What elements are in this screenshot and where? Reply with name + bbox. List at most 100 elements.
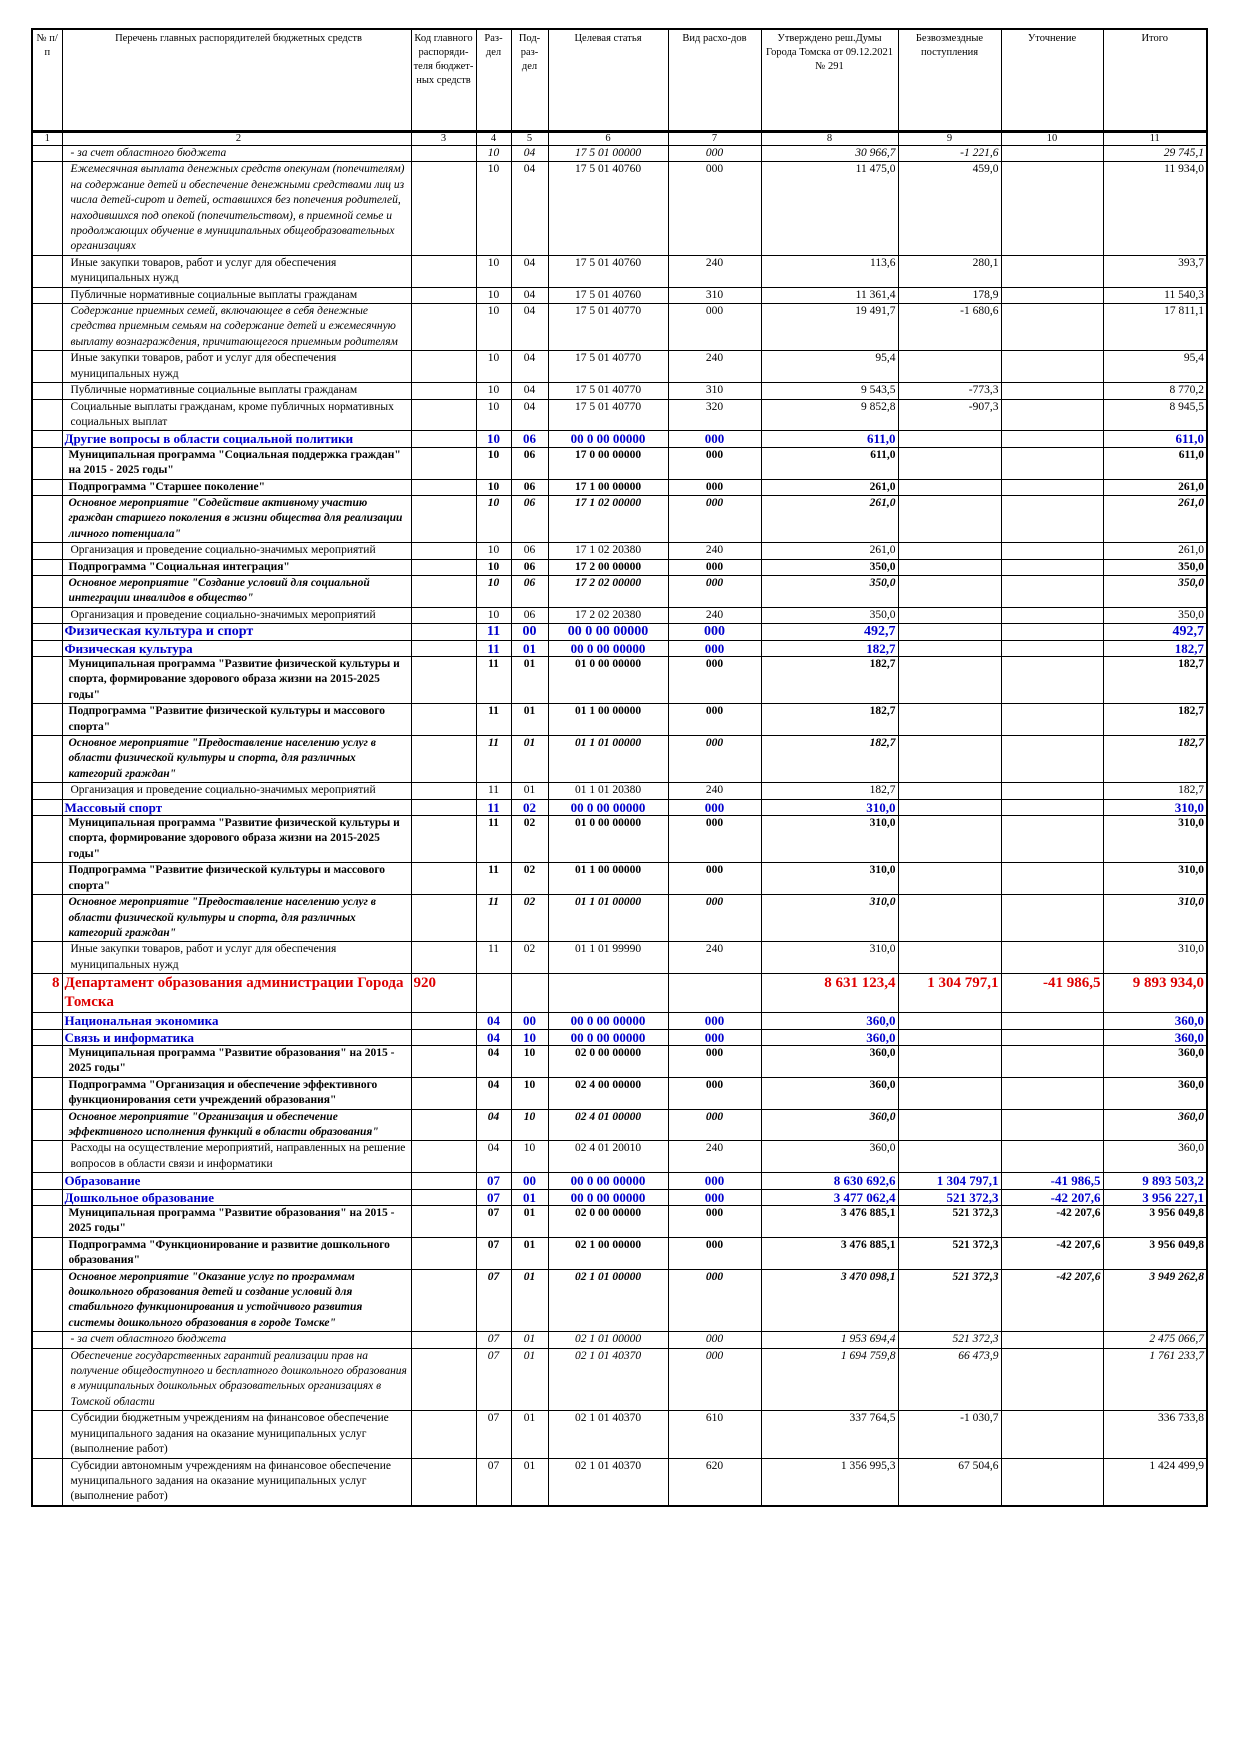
table-cell: 000 <box>667 623 762 641</box>
table-cell: 02 4 01 00000 <box>547 1108 669 1141</box>
table-cell <box>31 894 63 942</box>
table-cell: 000 <box>667 430 762 448</box>
table-row: Иные закупки товаров, работ и услуг для … <box>31 941 1208 974</box>
table-cell: 04 <box>475 1044 512 1078</box>
table-cell <box>31 558 63 576</box>
table-cell <box>1000 382 1104 399</box>
table-cell <box>410 144 477 162</box>
table-cell: 07 <box>475 1347 512 1411</box>
table-cell <box>410 430 477 448</box>
table-cell: 350,0 <box>1102 558 1208 576</box>
table-cell: 06 <box>510 542 549 560</box>
table-cell <box>1000 703 1104 736</box>
table-cell: 113,6 <box>760 254 899 288</box>
table-cell: 4 <box>475 130 512 146</box>
table-cell <box>410 1331 477 1349</box>
table-cell: Подпрограмма "Организация и обеспечение … <box>61 1076 412 1110</box>
table-row: Подпрограмма "Организация и обеспечение … <box>31 1076 1208 1110</box>
table-cell: 9 893 934,0 <box>1102 973 1208 1013</box>
table-cell: 11 <box>475 735 512 783</box>
table-cell <box>410 478 477 496</box>
table-cell: 10 <box>475 161 512 256</box>
table-cell: 310,0 <box>760 894 899 942</box>
table-cell <box>31 1140 63 1173</box>
table-cell: 1 424 499,9 <box>1102 1457 1208 1506</box>
table-cell: 000 <box>667 144 762 162</box>
table-cell: 521 372,3 <box>897 1188 1002 1206</box>
table-cell: Муниципальная программа "Социальная подд… <box>61 446 412 480</box>
table-cell <box>1000 782 1104 800</box>
table-cell: 10 <box>475 606 512 624</box>
table-row: Основное мероприятие "Предоставление нас… <box>31 894 1208 942</box>
table-cell: 01 <box>510 655 549 704</box>
table-cell: 01 1 01 20380 <box>547 782 669 800</box>
table-cell <box>31 1044 63 1078</box>
table-cell <box>31 703 63 736</box>
table-cell <box>410 350 477 383</box>
table-cell <box>31 782 63 800</box>
table-cell: 01 1 01 00000 <box>547 894 669 942</box>
table-cell <box>410 894 477 942</box>
table-row: Субсидии бюджетным учреждениям на финанс… <box>31 1410 1208 1458</box>
table-cell: 17 1 02 00000 <box>547 494 669 543</box>
table-cell: 00 0 00 00000 <box>547 430 669 448</box>
table-cell <box>897 703 1002 736</box>
table-cell <box>410 623 477 641</box>
table-row: - за счет областного бюджета 10 04 17 5 01 … <box>31 144 1208 162</box>
table-cell <box>410 574 477 608</box>
table-cell: 360,0 <box>760 1044 899 1078</box>
table-row: Публичные нормативные социальные выплаты… <box>31 382 1208 399</box>
table-cell: - за счет областного бюджета <box>61 1331 412 1349</box>
table-cell: 11 934,0 <box>1102 161 1208 256</box>
table-cell <box>1000 862 1104 895</box>
table-cell: Целевая статья <box>547 28 669 132</box>
table-cell: 67 504,6 <box>897 1457 1002 1506</box>
table-cell: 320 <box>667 398 762 431</box>
table-cell: 11 <box>475 941 512 974</box>
table-cell: 11 <box>475 703 512 736</box>
table-cell: 310,0 <box>1102 862 1208 895</box>
table-row: Подпрограмма "Развитие физической культу… <box>31 862 1208 895</box>
table-cell: 000 <box>667 478 762 496</box>
table-cell <box>31 574 63 608</box>
table-cell: 000 <box>667 1331 762 1349</box>
table-cell: 02 <box>510 941 549 974</box>
table-cell: Код главного распоряди-теля бюджет-ных с… <box>410 28 477 132</box>
table-cell: 000 <box>667 1028 762 1046</box>
table-cell: 000 <box>667 703 762 736</box>
table-cell <box>410 382 477 399</box>
table-cell: 521 372,3 <box>897 1205 1002 1238</box>
table-cell: 8 <box>31 973 63 1013</box>
table-cell <box>1000 144 1104 162</box>
table-row: Физическая культура 11 01 00 0 00 00000 000 1… <box>31 639 1208 657</box>
table-cell <box>1000 286 1104 304</box>
table-cell: 360,0 <box>760 1076 899 1110</box>
table-cell: 3 470 098,1 <box>760 1268 899 1332</box>
table-cell: 04 <box>475 1108 512 1141</box>
table-cell: 3 949 262,8 <box>1102 1268 1208 1332</box>
table-cell <box>897 941 1002 974</box>
table-cell: 261,0 <box>1102 478 1208 496</box>
table-cell: 00 0 00 00000 <box>547 639 669 657</box>
table-cell <box>410 254 477 288</box>
table-row: Другие вопросы в области социальной поли… <box>31 430 1208 448</box>
table-cell: Связь и информатика <box>61 1028 412 1046</box>
table-cell: 17 1 00 00000 <box>547 478 669 496</box>
table-cell <box>547 973 669 1013</box>
table-cell <box>897 478 1002 496</box>
table-cell <box>410 303 477 351</box>
table-cell <box>897 446 1002 480</box>
table-cell: 17 2 02 20380 <box>547 606 669 624</box>
table-cell: Основное мероприятие "Оказание услуг по … <box>61 1268 412 1332</box>
table-cell: Раз-дел <box>475 28 512 132</box>
table-cell: Организация и проведение социально-значи… <box>61 606 412 624</box>
table-cell: Национальная экономика <box>61 1012 412 1030</box>
table-cell: № п/п <box>31 28 63 132</box>
table-cell: 182,7 <box>760 735 899 783</box>
table-cell: 17 5 01 40760 <box>547 254 669 288</box>
table-cell <box>897 1076 1002 1110</box>
table-cell: 3 477 062,4 <box>760 1188 899 1206</box>
table-cell: 360,0 <box>1102 1012 1208 1030</box>
table-cell: 240 <box>667 606 762 624</box>
table-cell: 00 0 00 00000 <box>547 1028 669 1046</box>
